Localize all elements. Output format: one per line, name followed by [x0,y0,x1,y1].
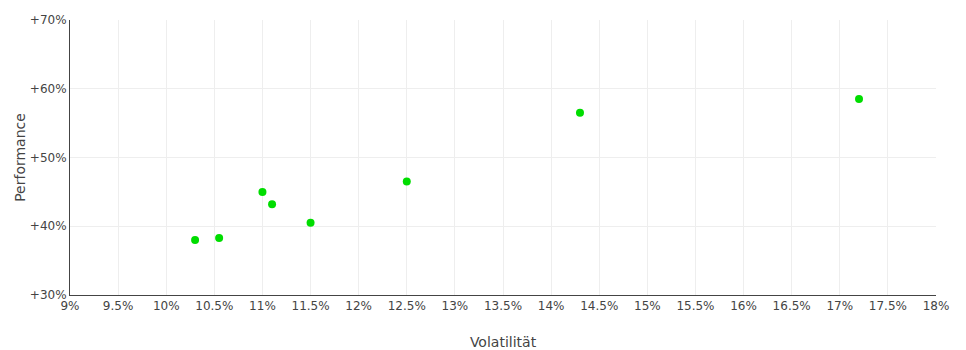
svg-text:10%: 10% [153,299,180,313]
svg-text:9.5%: 9.5% [103,299,134,313]
svg-text:15.5%: 15.5% [676,299,714,313]
svg-text:14.5%: 14.5% [580,299,618,313]
svg-text:17.5%: 17.5% [869,299,907,313]
svg-text:+70%: +70% [30,13,67,27]
svg-text:11%: 11% [249,299,276,313]
svg-text:16%: 16% [730,299,757,313]
svg-text:16.5%: 16.5% [773,299,811,313]
svg-text:12%: 12% [345,299,372,313]
svg-text:+40%: +40% [30,219,67,233]
svg-text:Volatilität: Volatilität [470,334,537,350]
svg-text:11.5%: 11.5% [291,299,329,313]
svg-text:+60%: +60% [30,82,67,96]
svg-text:14%: 14% [538,299,565,313]
svg-text:+30%: +30% [30,288,67,302]
svg-text:17%: 17% [826,299,853,313]
svg-text:13.5%: 13.5% [484,299,522,313]
svg-text:18%: 18% [923,299,950,313]
svg-text:9%: 9% [60,299,79,313]
svg-text:15%: 15% [634,299,661,313]
svg-text:13%: 13% [442,299,469,313]
svg-text:10.5%: 10.5% [195,299,233,313]
svg-text:+50%: +50% [30,151,67,165]
svg-text:12.5%: 12.5% [388,299,426,313]
svg-text:Performance: Performance [12,113,28,202]
